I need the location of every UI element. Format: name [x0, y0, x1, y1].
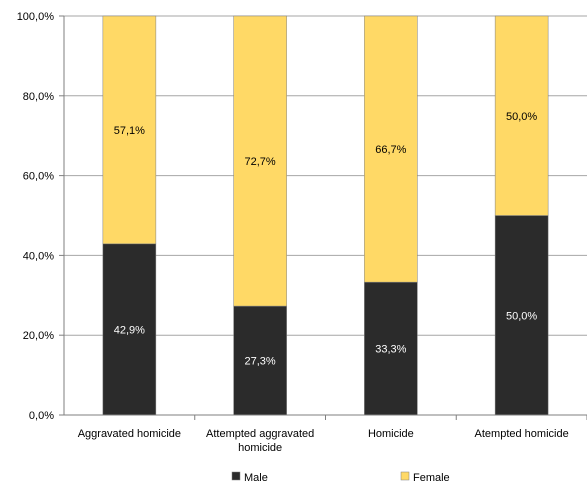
y-tick-label: 0,0% [29, 410, 54, 422]
x-tick-label: Homicide [368, 428, 414, 440]
x-tick-label: Attempted aggravated [206, 428, 314, 440]
y-tick-label: 40,0% [23, 250, 54, 262]
x-tick-label: homicide [238, 442, 282, 454]
y-tick-label: 60,0% [23, 171, 54, 183]
legend: Male Female [231, 471, 450, 484]
y-tick-labels: 0,0% 20,0% 40,0% 60,0% 80,0% 100,0% [17, 11, 55, 422]
y-tick-label: 100,0% [17, 11, 55, 23]
legend-label: Female [413, 472, 450, 484]
data-label: 72,7% [245, 156, 276, 168]
data-label: 66,7% [375, 144, 406, 156]
data-label: 50,0% [506, 111, 537, 123]
data-label: 33,3% [375, 344, 406, 356]
bars [102, 15, 549, 416]
bar-male [494, 215, 549, 416]
bar-female [102, 15, 157, 245]
bar-female [364, 15, 418, 283]
axes [59, 15, 587, 420]
legend-swatch-male [231, 471, 241, 481]
bar-female [233, 15, 287, 307]
data-label: 27,3% [245, 356, 276, 368]
legend-swatch-female [400, 471, 410, 481]
data-label: 50,0% [506, 310, 537, 322]
y-tick-label: 20,0% [23, 330, 54, 342]
data-label: 57,1% [114, 125, 145, 137]
x-tick-labels: Aggravated homicide Attempted aggravated h… [78, 428, 569, 454]
data-label: 42,9% [114, 324, 145, 336]
bar-female [494, 15, 549, 216]
y-tick-label: 80,0% [23, 91, 54, 103]
bar-male [102, 243, 157, 416]
x-tick-label: Aggravated homicide [78, 428, 181, 440]
x-tick-label: Atempted homicide [475, 428, 569, 440]
legend-label: Male [244, 472, 268, 484]
data-labels: 42,9% 57,1% 27,3% 72,7% 33,3% 66,7% 50,0% 50,0% [114, 111, 538, 368]
